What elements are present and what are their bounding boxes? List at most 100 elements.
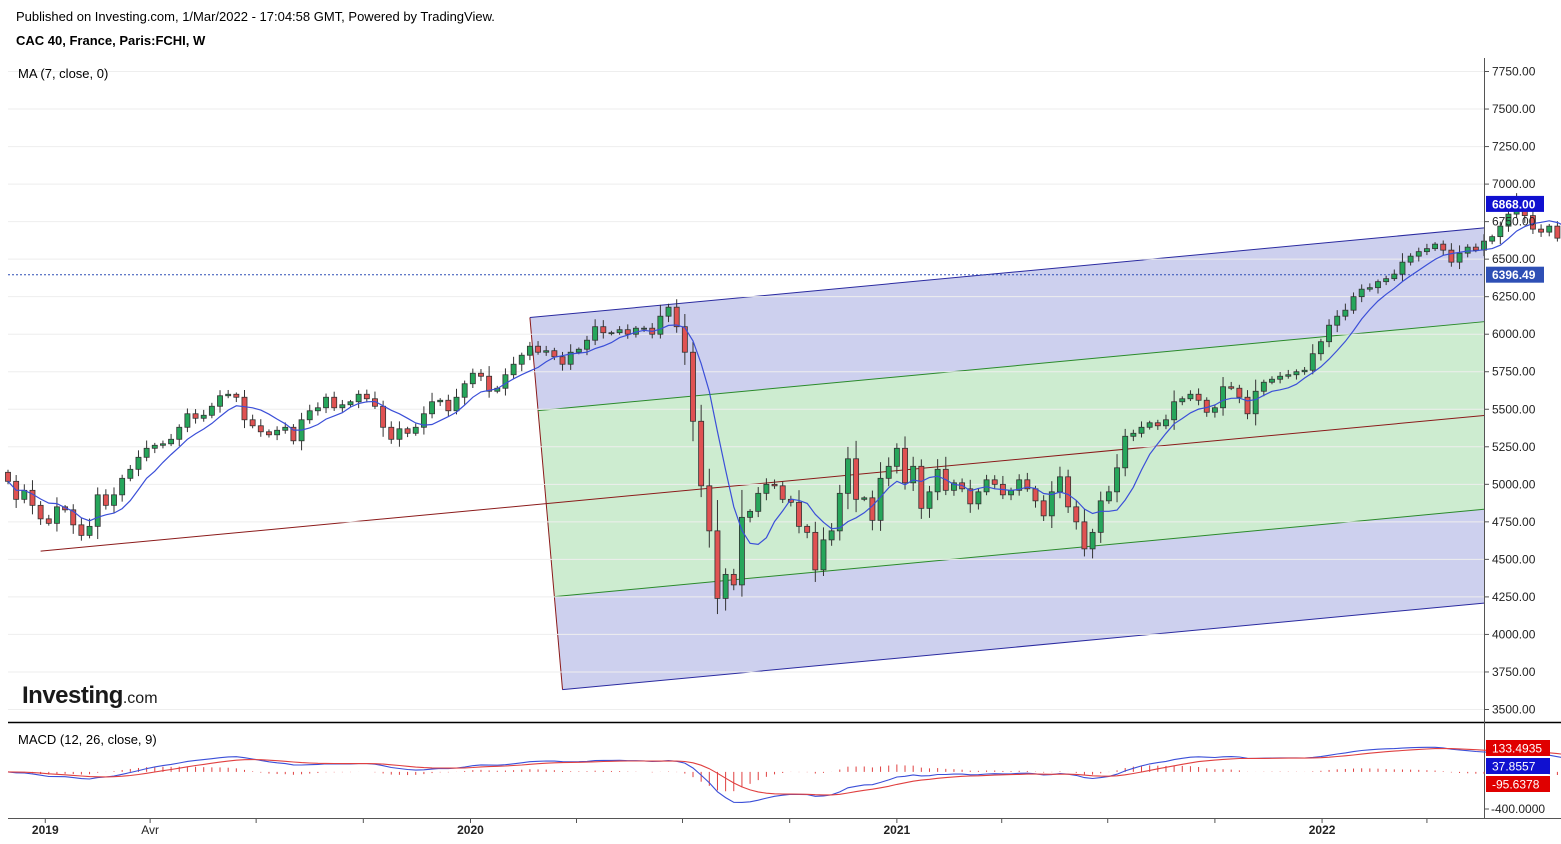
candle-body bbox=[673, 306, 680, 328]
candle-body bbox=[1228, 386, 1235, 389]
macd-value-tag bbox=[1486, 740, 1550, 756]
candle-body bbox=[119, 477, 126, 496]
candle-body bbox=[86, 525, 93, 536]
candle-body bbox=[1269, 378, 1275, 383]
candle-body bbox=[1146, 422, 1153, 428]
candle-body bbox=[910, 465, 917, 484]
candle-body bbox=[1350, 296, 1357, 311]
candle-body bbox=[184, 413, 191, 428]
candle-body bbox=[510, 363, 517, 376]
candle-body bbox=[1073, 506, 1080, 523]
candle-body bbox=[225, 393, 232, 397]
candle-body bbox=[543, 350, 550, 353]
candle-body bbox=[1244, 396, 1251, 415]
price-tick-label: 5500.00 bbox=[1492, 402, 1536, 416]
candle-body bbox=[1309, 353, 1316, 371]
candle-body bbox=[1114, 467, 1120, 493]
candle-body bbox=[217, 395, 223, 407]
price-tick-label: 6250.00 bbox=[1492, 290, 1536, 304]
candle-body bbox=[1554, 225, 1561, 239]
candle-body bbox=[991, 479, 998, 485]
price-tick-label: 6500.00 bbox=[1492, 252, 1536, 266]
candle-body bbox=[600, 326, 607, 334]
price-tick-label: 3500.00 bbox=[1492, 702, 1536, 716]
candle-body bbox=[1138, 426, 1145, 434]
price-tick-label: 4500.00 bbox=[1492, 552, 1536, 566]
ma-indicator-label: MA (7, close, 0) bbox=[18, 66, 108, 81]
candle-body bbox=[1211, 407, 1218, 413]
price-tick-label: 6750.00 bbox=[1492, 215, 1536, 229]
candle-body bbox=[1097, 500, 1104, 533]
candle-body bbox=[624, 329, 631, 335]
time-axis-label: 2020 bbox=[457, 823, 484, 837]
candle-body bbox=[404, 428, 411, 434]
candle-body bbox=[70, 509, 77, 526]
candle-body bbox=[1065, 476, 1072, 508]
price-tick-label: 7500.00 bbox=[1492, 102, 1536, 116]
candle-body bbox=[755, 492, 762, 512]
pitchfork-lower-line bbox=[562, 602, 1485, 691]
price-tick-label: 5250.00 bbox=[1492, 440, 1536, 454]
price-gridlines bbox=[8, 71, 1484, 710]
candle-body bbox=[804, 525, 811, 533]
candle-body bbox=[714, 530, 721, 599]
candle-body bbox=[323, 396, 329, 409]
macd-value-tag bbox=[1486, 776, 1550, 792]
candle-body bbox=[926, 491, 933, 509]
candle-body bbox=[1122, 435, 1129, 469]
candle-body bbox=[845, 458, 851, 494]
candle-body bbox=[1171, 401, 1178, 421]
candle-body bbox=[127, 468, 134, 479]
candle-body bbox=[641, 327, 647, 330]
candle-body bbox=[1334, 315, 1341, 326]
candle-body bbox=[1342, 309, 1349, 317]
candle-body bbox=[1252, 390, 1259, 415]
candle-body bbox=[616, 329, 623, 334]
candle-body bbox=[828, 530, 835, 541]
candle-body bbox=[559, 356, 566, 365]
candle-body bbox=[257, 425, 264, 433]
candle-body bbox=[314, 407, 321, 412]
candle-body bbox=[396, 428, 403, 440]
candle-body bbox=[796, 501, 802, 527]
candle-body bbox=[1317, 341, 1324, 355]
pitchfork-upper-line bbox=[529, 227, 1485, 319]
ma-price-tag bbox=[1486, 195, 1544, 212]
candle-body bbox=[820, 539, 827, 571]
candle-body bbox=[168, 438, 175, 445]
candle-body bbox=[1163, 419, 1169, 427]
candle-body bbox=[722, 573, 729, 599]
candle-body bbox=[1293, 371, 1300, 376]
candle-body bbox=[681, 326, 688, 353]
candle-body bbox=[1154, 422, 1161, 427]
pitchfork-median-line bbox=[40, 414, 1485, 552]
candle-body bbox=[1456, 252, 1463, 263]
candle-body bbox=[339, 404, 346, 409]
price-tick-label: 7000.00 bbox=[1492, 177, 1536, 191]
price-tick-label: 5750.00 bbox=[1492, 365, 1536, 379]
candle-body bbox=[1423, 248, 1430, 253]
macd-indicator-label: MACD (12, 26, close, 9) bbox=[18, 732, 157, 747]
candle-body bbox=[29, 489, 36, 506]
candle-body bbox=[1440, 243, 1447, 251]
candle-body bbox=[1530, 215, 1536, 230]
candle-body bbox=[1391, 273, 1398, 280]
candle-body bbox=[1497, 225, 1504, 238]
candle-body bbox=[551, 350, 558, 358]
candle-body bbox=[771, 483, 778, 487]
candle-body bbox=[869, 497, 876, 521]
candle-body bbox=[37, 504, 44, 520]
candle-body bbox=[1220, 386, 1226, 409]
candle-body bbox=[967, 488, 974, 505]
candle-body bbox=[200, 414, 207, 419]
candle-body bbox=[143, 447, 150, 458]
macd-value-label: 133.4935 bbox=[1492, 742, 1542, 756]
price-tick-label: 7250.00 bbox=[1492, 140, 1536, 154]
candle-body bbox=[1301, 369, 1308, 373]
candle-body bbox=[951, 482, 957, 491]
candle-body bbox=[102, 494, 109, 506]
candle-body bbox=[1505, 213, 1512, 227]
candle-body bbox=[45, 518, 52, 524]
candle-body bbox=[690, 351, 696, 422]
